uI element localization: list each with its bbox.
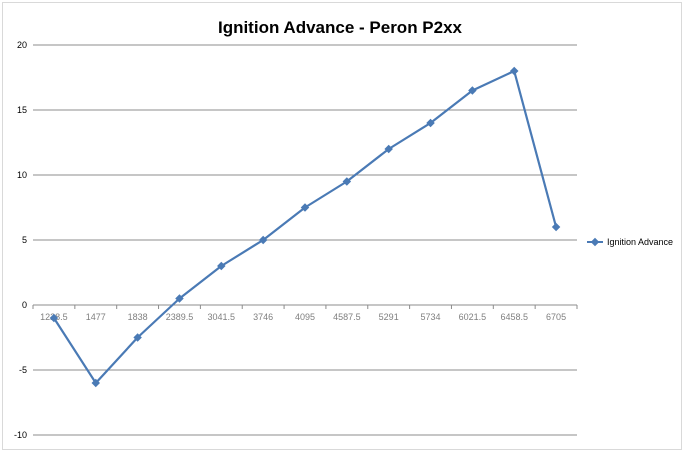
data-point — [509, 66, 519, 76]
y-tick-label: 5 — [22, 235, 27, 245]
series-line — [52, 69, 558, 385]
x-tick-label: 3041.5 — [208, 312, 236, 322]
x-tick-label: 6705 — [546, 312, 566, 322]
legend: Ignition Advance — [587, 237, 673, 247]
data-point — [175, 294, 184, 303]
chart-frame: Ignition Advance - Peron P2xx -10 -5 0 5 10 1… — [2, 2, 682, 450]
y-tick-label: -10 — [14, 430, 27, 440]
data-point — [49, 313, 59, 323]
y-axis-ticks: -10 -5 0 5 10 15 20 — [14, 40, 27, 440]
legend-label: Ignition Advance — [607, 237, 673, 247]
x-tick-label: 6021.5 — [459, 312, 487, 322]
x-tick-label: 4587.5 — [333, 312, 361, 322]
x-tick-label: 4095 — [295, 312, 315, 322]
chart-title: Ignition Advance - Peron P2xx — [218, 18, 463, 37]
y-tick-label: 15 — [17, 105, 27, 115]
line-chart: Ignition Advance - Peron P2xx -10 -5 0 5 10 1… — [14, 18, 673, 440]
y-tick-label: 20 — [17, 40, 27, 50]
data-point — [217, 261, 226, 271]
data-point — [300, 203, 310, 212]
y-tick-label: -5 — [19, 365, 27, 375]
x-tick-label: 1477 — [86, 312, 106, 322]
gridlines — [33, 44, 577, 436]
data-point — [426, 118, 435, 128]
x-tick-label: 6458.5 — [500, 312, 528, 322]
data-point — [468, 86, 477, 95]
y-tick-label: 10 — [17, 170, 27, 180]
data-point — [551, 222, 561, 232]
x-axis-ticks: 1228.5147718382389.53041.5374640954587.5… — [32, 305, 578, 322]
x-tick-label: 5734 — [421, 312, 441, 322]
series-layer — [49, 66, 561, 388]
x-tick-label: 2389.5 — [166, 312, 194, 322]
data-point — [133, 333, 142, 342]
data-point — [91, 378, 101, 388]
data-point — [258, 235, 268, 245]
x-tick-label: 5291 — [379, 312, 399, 322]
y-tick-label: 0 — [22, 300, 27, 310]
data-point — [384, 144, 393, 154]
legend-marker-icon — [590, 237, 600, 247]
x-tick-label: 3746 — [253, 312, 273, 322]
data-point — [342, 177, 352, 186]
x-tick-label: 1838 — [128, 312, 148, 322]
